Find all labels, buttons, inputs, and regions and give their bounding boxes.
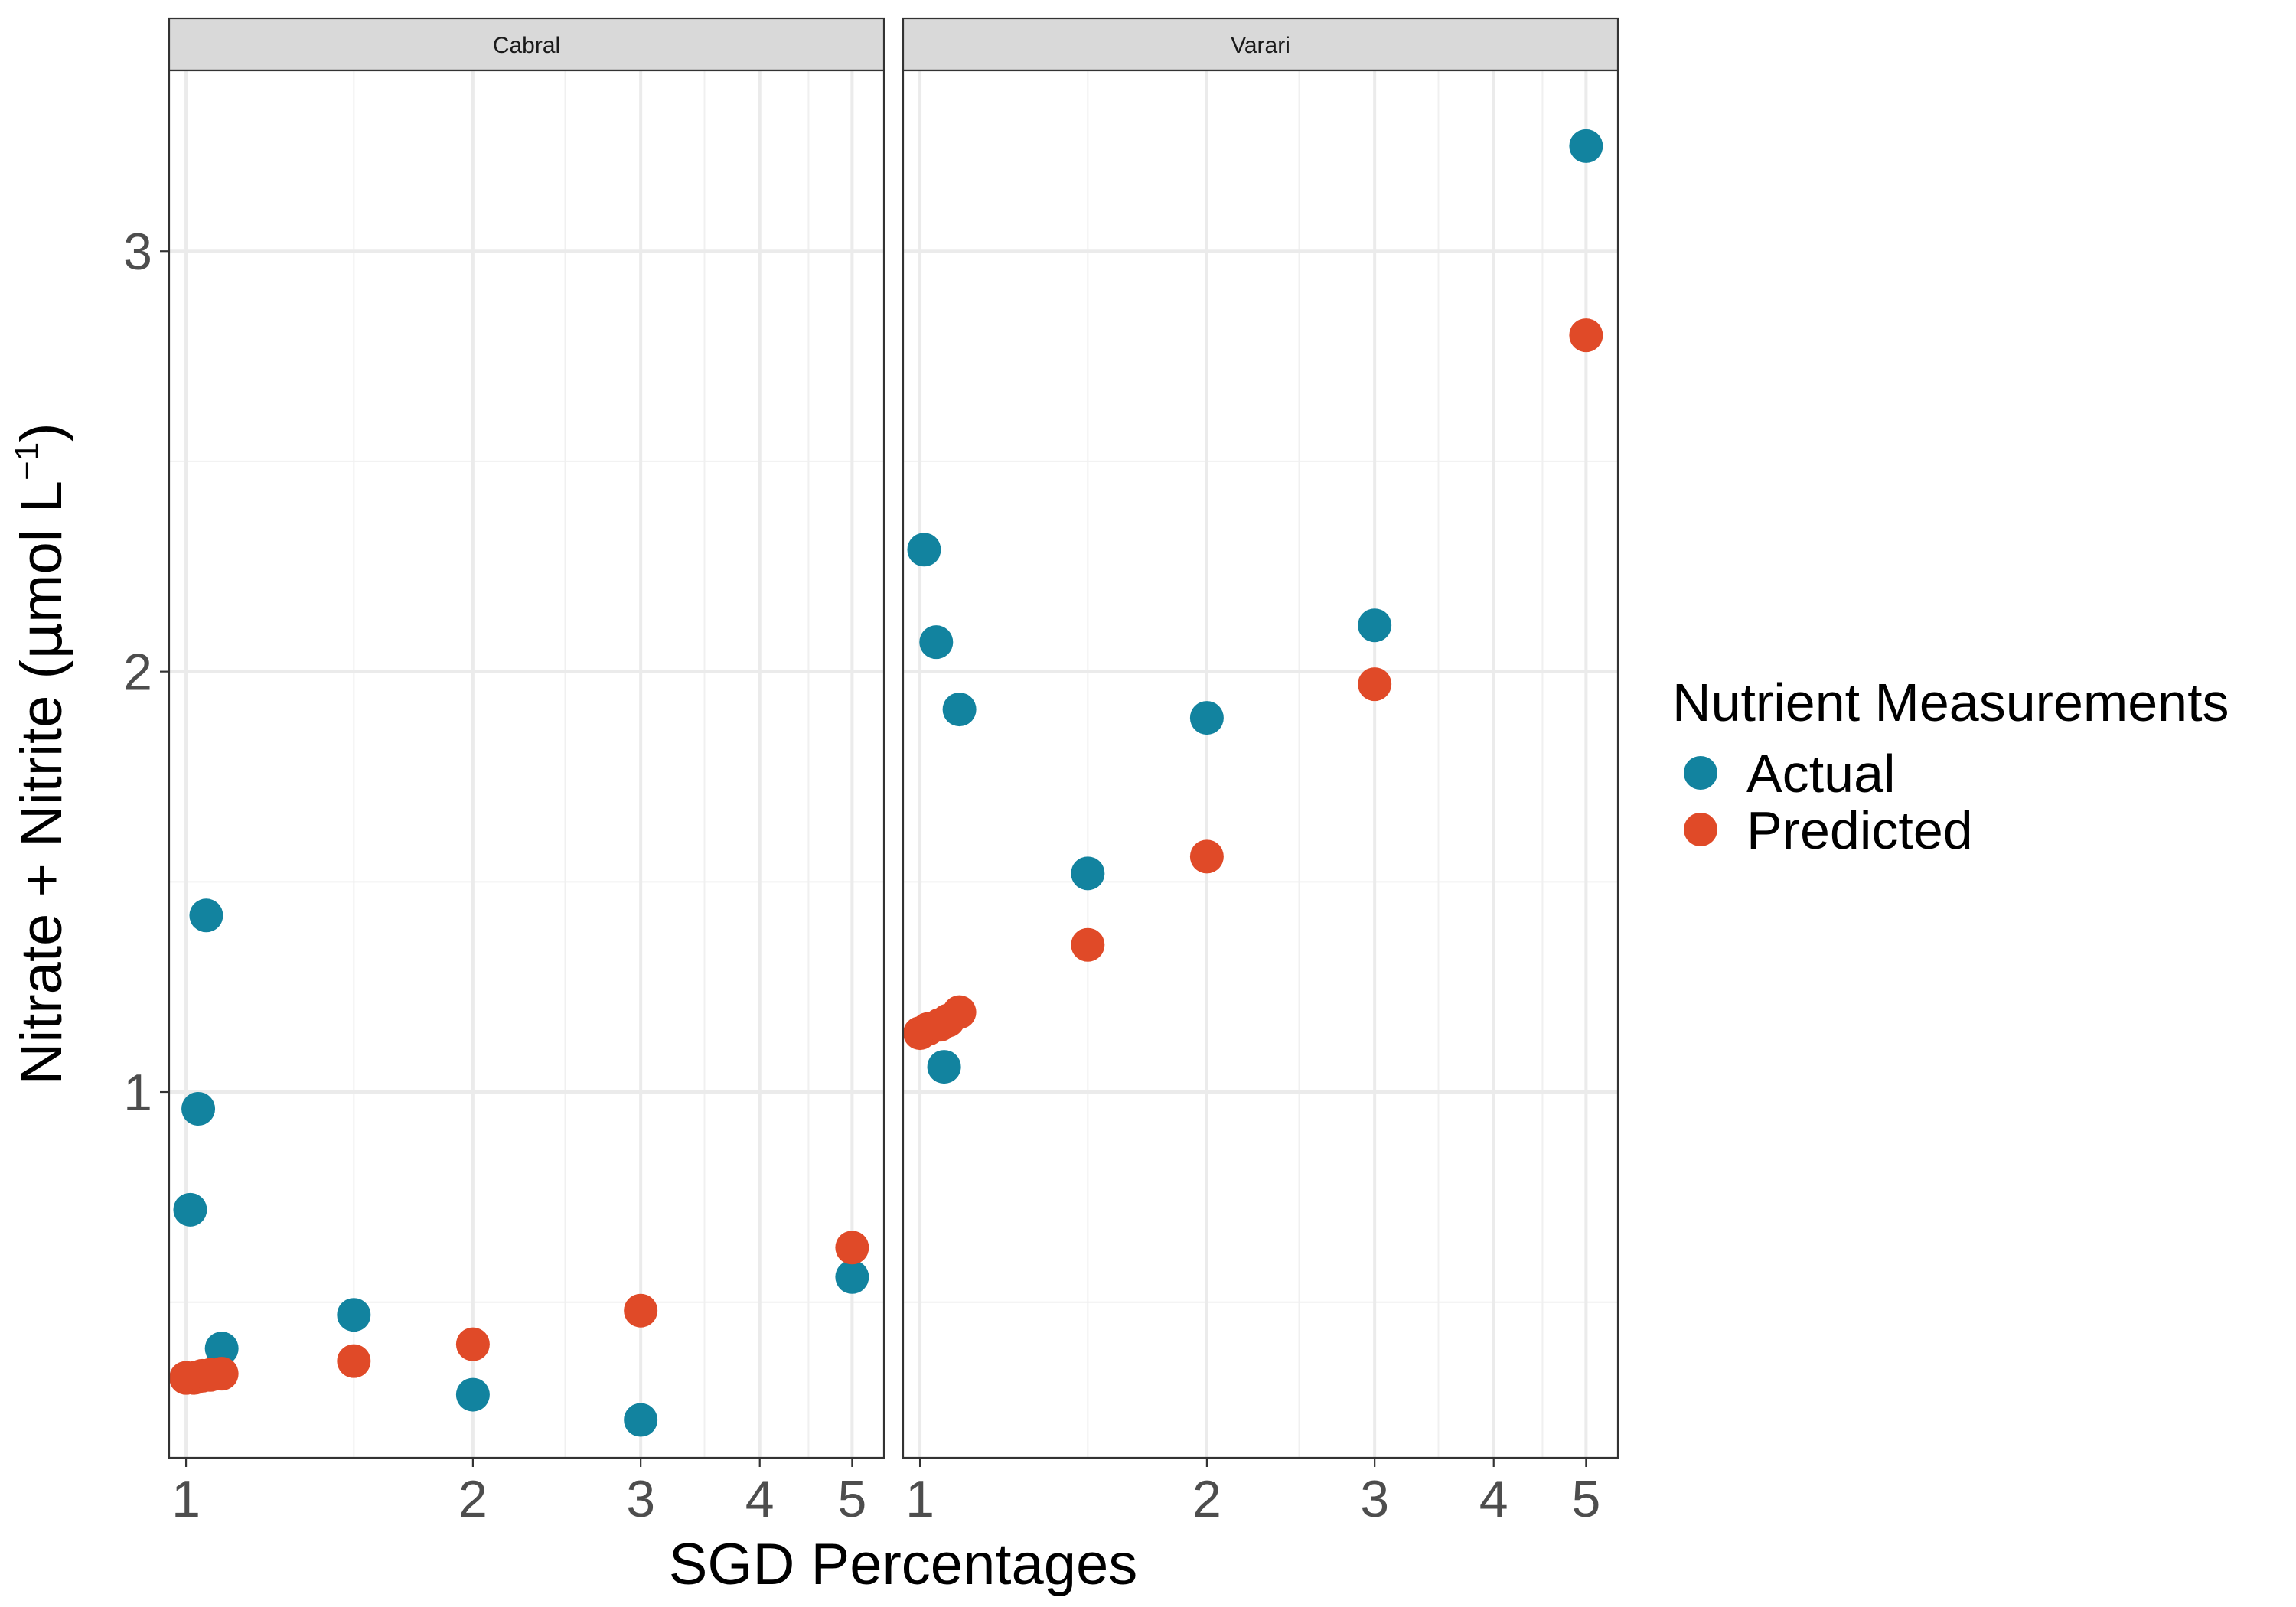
point-varari-actual [1189, 701, 1224, 735]
facet-panel-cabral: Cabral [168, 17, 885, 1459]
y-tick-label: 1 [123, 1064, 152, 1122]
point-cabral-predicted [337, 1344, 371, 1378]
legend-key-predicted [1684, 813, 1717, 846]
y-axis-title-mu: μ [7, 623, 75, 660]
point-varari-predicted [1189, 839, 1224, 874]
point-varari-predicted [1569, 318, 1603, 353]
facet-strip-cabral [168, 17, 885, 72]
facet-panel-varari: Varari [902, 17, 1619, 1459]
x-tick-label: 2 [458, 1470, 488, 1528]
point-cabral-predicted [204, 1357, 239, 1391]
point-cabral-predicted [455, 1327, 490, 1361]
x-axis-title: SGD Percentages [669, 1532, 1138, 1597]
x-tick-label: 5 [837, 1470, 866, 1528]
panel-border-cabral [168, 69, 885, 1459]
x-tick-label: 4 [745, 1470, 775, 1528]
y-tick-label: 3 [123, 223, 152, 281]
plot-area-varari [903, 70, 1618, 1458]
x-tick-label: 5 [1571, 1470, 1600, 1528]
point-varari-predicted [1071, 927, 1105, 962]
facet-label-cabral: Cabral [493, 33, 560, 58]
point-cabral-predicted [624, 1293, 658, 1328]
y-axis-title-superscript: −1 [8, 442, 46, 481]
point-varari-actual [907, 533, 941, 567]
y-axis-title-unit: mol L [9, 481, 74, 623]
legend-label-predicted: Predicted [1746, 800, 1973, 860]
legend-title: Nutrient Measurements [1672, 673, 2229, 732]
point-varari-actual [927, 1050, 961, 1084]
point-cabral-actual [173, 1192, 207, 1227]
x-tick-label: 3 [626, 1470, 655, 1528]
point-cabral-actual [337, 1298, 371, 1332]
plot-area-cabral [169, 70, 884, 1458]
point-cabral-actual [204, 1332, 239, 1366]
legend-label-actual: Actual [1746, 744, 1896, 804]
point-varari-actual [1071, 856, 1105, 891]
point-varari-actual [1569, 129, 1603, 163]
point-cabral-actual [624, 1403, 658, 1437]
point-varari-actual [1358, 608, 1392, 643]
point-varari-actual [919, 625, 954, 660]
y-axis-title: Nitrate + Nitrite (μmol L−1) [7, 422, 75, 1084]
legend: Nutrient Measurements Actual Predicted [1672, 673, 2229, 860]
point-varari-actual [942, 693, 977, 727]
panel-border-varari [902, 69, 1619, 1459]
y-axis-title-close: ) [9, 422, 74, 442]
y-tick-label: 2 [123, 644, 152, 702]
point-varari-predicted [1358, 667, 1392, 702]
facet-label-varari: Varari [1231, 33, 1290, 58]
point-cabral-actual [181, 1092, 216, 1126]
legend-key-actual [1684, 756, 1717, 790]
x-tick-label: 2 [1192, 1470, 1221, 1528]
x-tick-label: 3 [1360, 1470, 1389, 1528]
y-axis-title-main: Nitrate + Nitrite ( [9, 660, 74, 1084]
point-cabral-predicted [835, 1231, 869, 1265]
facet-strip-varari [902, 17, 1619, 72]
point-cabral-actual [455, 1377, 490, 1412]
point-cabral-actual [189, 898, 223, 933]
x-tick-label: 4 [1479, 1470, 1508, 1528]
x-tick-label: 1 [905, 1470, 934, 1528]
x-tick-label: 1 [171, 1470, 201, 1528]
point-cabral-actual [835, 1260, 869, 1294]
point-varari-predicted [942, 995, 977, 1029]
